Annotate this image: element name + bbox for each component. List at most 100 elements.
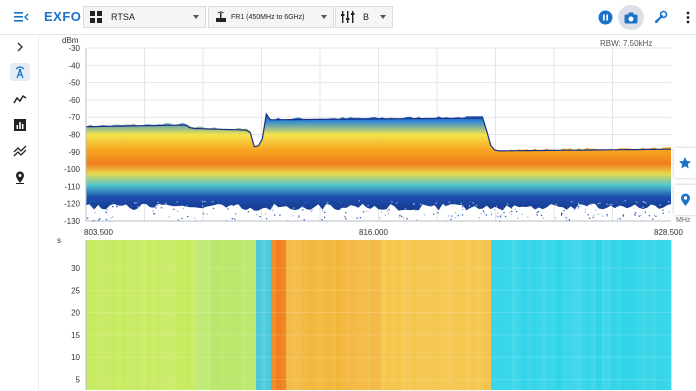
spectrogram-cell (466, 240, 472, 390)
spectrum-noise-point (339, 208, 342, 210)
spectrogram-cell (491, 240, 497, 390)
pause-button[interactable] (597, 9, 614, 26)
spectrum-noise-point (227, 208, 229, 210)
spectrum-noise-point (619, 218, 621, 220)
spectrum-noise-point (93, 208, 95, 210)
spectrogram-y-tick-label: 10 (71, 353, 80, 362)
spectrogram-cell (216, 240, 222, 390)
spectrogram-cell (646, 240, 652, 390)
spectrogram-cell (361, 240, 367, 390)
sidebar-item-multi-trace[interactable] (10, 142, 30, 160)
spectrum-noise-point (293, 207, 295, 209)
spectrogram-cell (446, 240, 452, 390)
mode-select[interactable]: RTSA (83, 6, 206, 28)
spectrum-noise-point (502, 207, 504, 209)
spectrum-noise-point (94, 211, 96, 214)
spectrum-noise-point (384, 214, 387, 217)
spectrum-noise-point (271, 206, 273, 208)
spectrogram-cell (376, 240, 382, 390)
menu-collapse-icon[interactable] (14, 10, 30, 24)
spectrogram-cell (396, 240, 402, 390)
spectrum-noise-point (398, 216, 400, 218)
spectrum-noise-point (496, 206, 498, 208)
marker-button[interactable] (674, 185, 696, 215)
spectrum-noise-point (668, 201, 670, 203)
spectrogram-cell (261, 240, 267, 390)
spectrogram-cell (621, 240, 627, 390)
spectrum-noise-point (648, 215, 651, 217)
spectrum-noise-point (339, 201, 341, 203)
spectrum-noise-point (324, 211, 326, 213)
spectrogram-cell (666, 240, 672, 390)
spectrogram-cell (256, 240, 262, 390)
spectrum-noise-point (391, 201, 393, 203)
spectrum-noise-point (204, 200, 206, 203)
spectrum-noise-point (181, 217, 183, 220)
spectrum-noise-point (116, 205, 118, 208)
spectrum-noise-point (644, 211, 646, 213)
marker-pin-icon (680, 193, 690, 206)
spectrum-noise-point (212, 201, 214, 203)
band-select[interactable]: FR1 (450MHz to 6GHz) (208, 6, 334, 28)
spectrum-noise-point (176, 210, 179, 212)
favorite-button[interactable] (674, 148, 696, 178)
spectrum-noise-point (450, 218, 452, 221)
settings-button[interactable] (652, 9, 669, 26)
spectrogram-cell (536, 240, 542, 390)
spectrum-noise-point (536, 211, 538, 214)
spectrum-noise-point (379, 217, 381, 219)
spectrogram-cell (451, 240, 457, 390)
spectrum-noise-point (634, 214, 636, 216)
spectrogram-cell (571, 240, 577, 390)
spectrogram-cell (656, 240, 662, 390)
spectrum-noise-point (573, 201, 575, 203)
spectrum-noise-point (152, 210, 154, 212)
spectrum-noise-point (380, 211, 383, 213)
spectrogram-chart[interactable]: 30 25 20 15 10 5 (40, 240, 696, 390)
spectrogram-cell (151, 240, 157, 390)
spectrogram-cell (156, 240, 162, 390)
spectrum-noise-point (303, 219, 305, 221)
spectrogram-cell (311, 240, 317, 390)
spectrum-noise-point (563, 209, 565, 212)
spectrum-noise-point (634, 212, 637, 214)
spectrum-y-tick-label: -60 (68, 96, 80, 105)
spectrogram-cell (386, 240, 392, 390)
spectrum-noise-point (265, 213, 267, 215)
spectrum-noise-point (643, 201, 646, 203)
channel-select[interactable]: B (335, 6, 393, 28)
spectrum-noise-point (420, 203, 422, 205)
spectrum-noise-point (402, 217, 405, 219)
spectrum-noise-point (622, 215, 624, 217)
spectrogram-cell (286, 240, 292, 390)
sidebar-item-antenna[interactable] (10, 63, 30, 81)
spectrum-noise-point (561, 213, 563, 215)
spectrum-noise-point (177, 219, 179, 221)
spectrum-chart[interactable]: -30 -40 -50 -60 -70 -80 -90 -100 -110 -120 -130 (40, 35, 696, 245)
trend-line-icon (13, 94, 27, 104)
spectrum-noise-point (609, 204, 611, 206)
spectrogram-cell (436, 240, 442, 390)
sidebar-item-trend[interactable] (10, 90, 30, 108)
spectrogram-cell (496, 240, 502, 390)
screenshot-button[interactable] (618, 5, 644, 30)
spectrogram-cell (346, 240, 352, 390)
sidebar-item-location[interactable] (10, 168, 30, 186)
spectrogram-y-tick-label: 5 (76, 376, 81, 385)
spectrogram-cell (326, 240, 332, 390)
spectrum-noise-point (584, 211, 586, 213)
spectrogram-y-tick-label: 30 (71, 264, 80, 273)
spectrum-noise-point (599, 202, 601, 204)
more-options-button[interactable] (684, 10, 692, 24)
antenna-icon (15, 66, 25, 79)
spectrum-y-tick-label: -120 (64, 200, 81, 209)
spectrum-noise-point (112, 216, 114, 218)
expand-sidebar-button[interactable] (10, 38, 30, 56)
rtsa-display: dBm RBW: 7.50kHz -30 -40 -50 -60 -70 -80 -90 -1… (40, 35, 696, 391)
sidebar-item-bar-chart[interactable] (10, 116, 30, 134)
chevron-down-icon (321, 15, 327, 19)
spectrum-noise-point (472, 202, 474, 204)
x-start-label: 803.500 (84, 228, 113, 237)
location-pin-icon (16, 171, 24, 184)
spectrogram-cell (626, 240, 632, 390)
